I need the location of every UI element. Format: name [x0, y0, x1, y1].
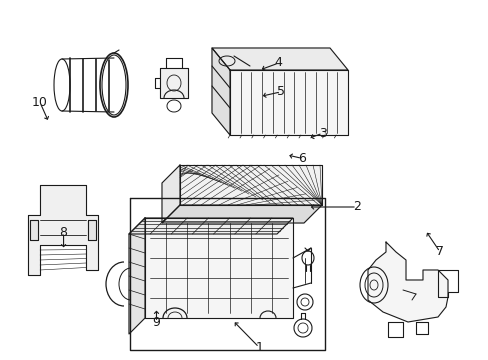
Polygon shape — [145, 218, 292, 318]
Polygon shape — [28, 185, 98, 275]
Text: 6: 6 — [298, 152, 305, 165]
Polygon shape — [30, 220, 38, 240]
Text: 7: 7 — [435, 246, 443, 258]
Polygon shape — [162, 205, 321, 223]
Text: 2: 2 — [352, 201, 360, 213]
Polygon shape — [160, 68, 187, 98]
Text: 4: 4 — [274, 57, 282, 69]
Polygon shape — [229, 70, 347, 135]
Text: 5: 5 — [277, 85, 285, 98]
Polygon shape — [88, 220, 96, 240]
Polygon shape — [129, 218, 292, 234]
Text: 9: 9 — [152, 316, 160, 329]
Text: 10: 10 — [32, 96, 48, 109]
Text: 1: 1 — [255, 341, 263, 354]
Text: 8: 8 — [60, 226, 67, 239]
Text: 3: 3 — [318, 127, 326, 140]
Polygon shape — [212, 48, 229, 135]
Polygon shape — [212, 48, 347, 70]
Polygon shape — [180, 165, 321, 205]
Polygon shape — [129, 218, 145, 334]
Polygon shape — [162, 165, 180, 223]
Polygon shape — [367, 242, 447, 322]
